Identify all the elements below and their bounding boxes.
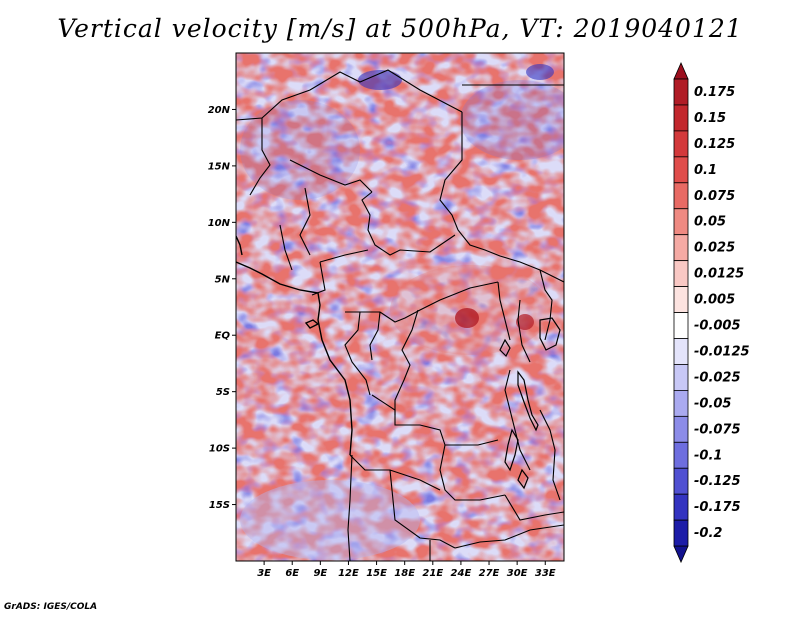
lon-tick-label: 30E bbox=[507, 568, 528, 579]
lon-tick-label: 18E bbox=[394, 568, 415, 579]
map-title: Vertical velocity [m/s] at 500hPa, VT: 2… bbox=[57, 14, 743, 43]
lat-tick-label: 15N bbox=[208, 161, 231, 172]
colorbar-swatch bbox=[673, 338, 689, 365]
colorbar-bottom-arrow bbox=[673, 545, 689, 564]
longitude-axis: 3E 6E 9E 12E 15E 18E 21E 24E 27E 30E 33E bbox=[257, 561, 556, 579]
lon-tick-label: 24E bbox=[451, 568, 472, 579]
lat-tick-label: 5N bbox=[215, 274, 231, 285]
colorbar-swatch bbox=[673, 156, 689, 184]
colorbar-swatch bbox=[673, 364, 689, 391]
lon-tick-label: 12E bbox=[338, 568, 359, 579]
colorbar-label: 0.15 bbox=[694, 111, 726, 126]
lat-tick-label: 10S bbox=[209, 444, 230, 455]
colorbar-label: 0.1 bbox=[694, 163, 717, 178]
colorbar-swatch bbox=[673, 260, 689, 287]
colorbar-swatch bbox=[673, 182, 689, 210]
colorbar-swatch bbox=[673, 234, 689, 262]
map-panel: 20N 15N 10N 5N EQ 5S 10S 15S 3E 6E 9E 12E 15E 18E 21E… bbox=[208, 52, 565, 579]
colorbar-swatch bbox=[673, 441, 689, 469]
colorbar-swatch bbox=[673, 467, 689, 495]
colorbar-label: -0.2 bbox=[694, 526, 722, 541]
colorbar-label: 0.005 bbox=[694, 293, 735, 308]
colorbar-label: 0.075 bbox=[694, 189, 735, 204]
country-borders bbox=[236, 69, 564, 561]
lon-tick-label: 21E bbox=[422, 568, 443, 579]
colorbar-label: -0.175 bbox=[694, 500, 741, 515]
velocity-field bbox=[236, 53, 564, 561]
colorbar-label: 0.175 bbox=[694, 85, 735, 100]
colorbar-swatch bbox=[673, 389, 689, 417]
colorbar-label: -0.1 bbox=[694, 448, 722, 463]
colorbar-top-arrow bbox=[673, 62, 689, 80]
footer-credit: GrADS: IGES/COLA bbox=[4, 602, 98, 612]
colorbar-label: -0.075 bbox=[694, 422, 741, 437]
lakes bbox=[499, 317, 561, 490]
colorbar-swatch bbox=[673, 208, 689, 236]
map-frame bbox=[235, 52, 565, 562]
colorbar-swatch bbox=[673, 519, 689, 547]
colorbar-label: -0.125 bbox=[694, 474, 741, 489]
colorbar-label: -0.005 bbox=[694, 319, 741, 334]
colorbar-label: -0.0125 bbox=[694, 344, 750, 359]
lon-tick-label: 6E bbox=[285, 568, 299, 579]
lon-tick-label: 27E bbox=[479, 568, 500, 579]
colorbar-swatch bbox=[673, 104, 689, 132]
latitude-axis: 20N 15N 10N 5N EQ 5S 10S 15S bbox=[208, 105, 236, 511]
colorbar-label: 0.05 bbox=[694, 215, 726, 230]
coastline bbox=[236, 235, 353, 456]
colorbar-label: -0.025 bbox=[694, 370, 741, 385]
colorbar: 0.175 0.15 0.125 0.1 0.075 0.05 0.025 0.0125 0.0… bbox=[673, 62, 750, 564]
lon-tick-label: 15E bbox=[366, 568, 387, 579]
lat-tick-label: 5S bbox=[216, 387, 230, 398]
colorbar-swatch bbox=[673, 312, 689, 339]
colorbar-swatch bbox=[673, 493, 689, 521]
colorbar-swatch bbox=[673, 286, 689, 313]
lat-tick-label: 15S bbox=[209, 500, 230, 511]
lon-tick-label: 33E bbox=[535, 568, 556, 579]
colorbar-swatch bbox=[673, 78, 689, 106]
colorbar-label: 0.0125 bbox=[694, 267, 744, 282]
lat-tick-label: EQ bbox=[215, 331, 231, 342]
lon-tick-label: 9E bbox=[313, 568, 327, 579]
colorbar-swatch bbox=[673, 130, 689, 158]
lat-tick-label: 10N bbox=[208, 218, 231, 229]
colorbar-swatch bbox=[673, 415, 689, 443]
lat-tick-label: 20N bbox=[208, 105, 231, 116]
colorbar-label: 0.025 bbox=[694, 241, 735, 256]
colorbar-label: 0.125 bbox=[694, 137, 735, 152]
lon-tick-label: 3E bbox=[257, 568, 271, 579]
colorbar-label: -0.05 bbox=[694, 396, 731, 411]
